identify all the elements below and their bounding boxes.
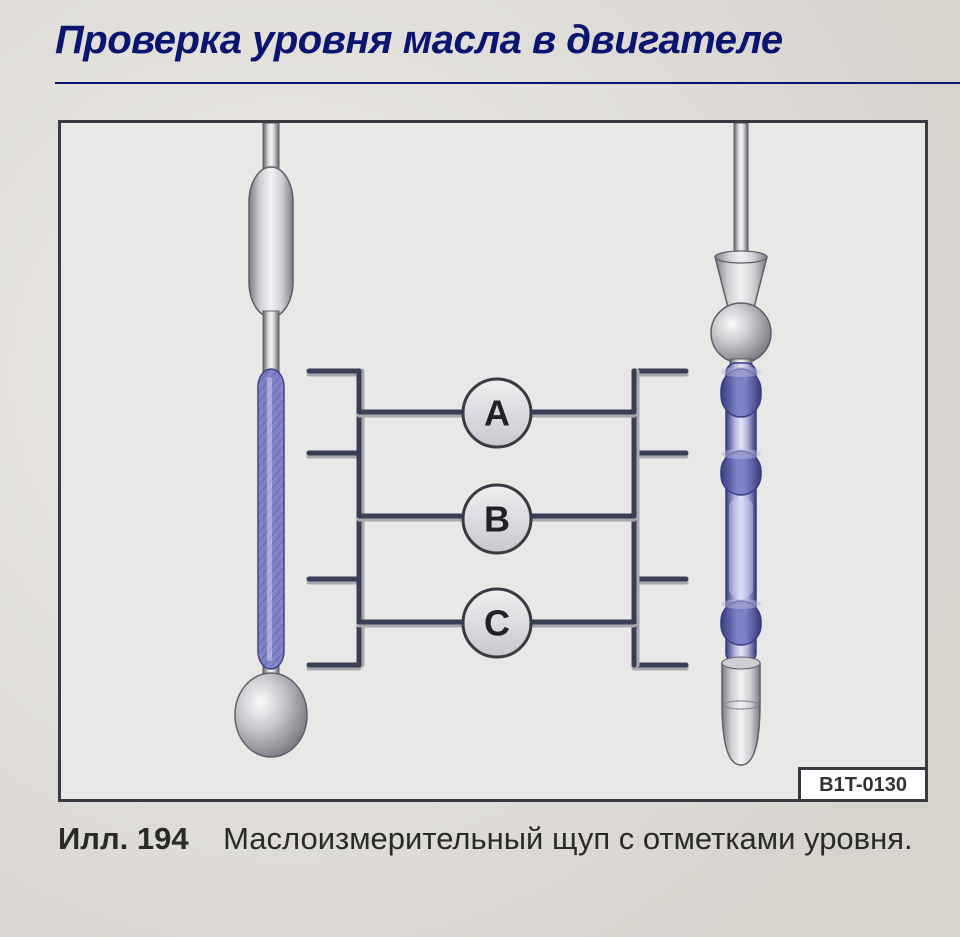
page: Замена масла специалистами автомобиля пр… [0,0,960,937]
figure-box: A B C B1T-0130 [58,120,928,802]
svg-text:B: B [484,499,510,540]
figure-caption: Илл. 194 Маслоизмерительный щуп с отметк… [58,818,930,860]
svg-text:A: A [484,393,510,434]
diagram: A B C [61,123,925,799]
title-underline [55,82,960,84]
caption-prefix: Илл. 194 [58,821,189,856]
page-title: Проверка уровня масла в двигателе [55,18,783,63]
figure-code: B1T-0130 [798,767,925,799]
caption-gap [197,821,214,856]
caption-body: Маслоизмерительный щуп с отметками уровн… [223,821,913,856]
svg-text:C: C [484,603,510,644]
